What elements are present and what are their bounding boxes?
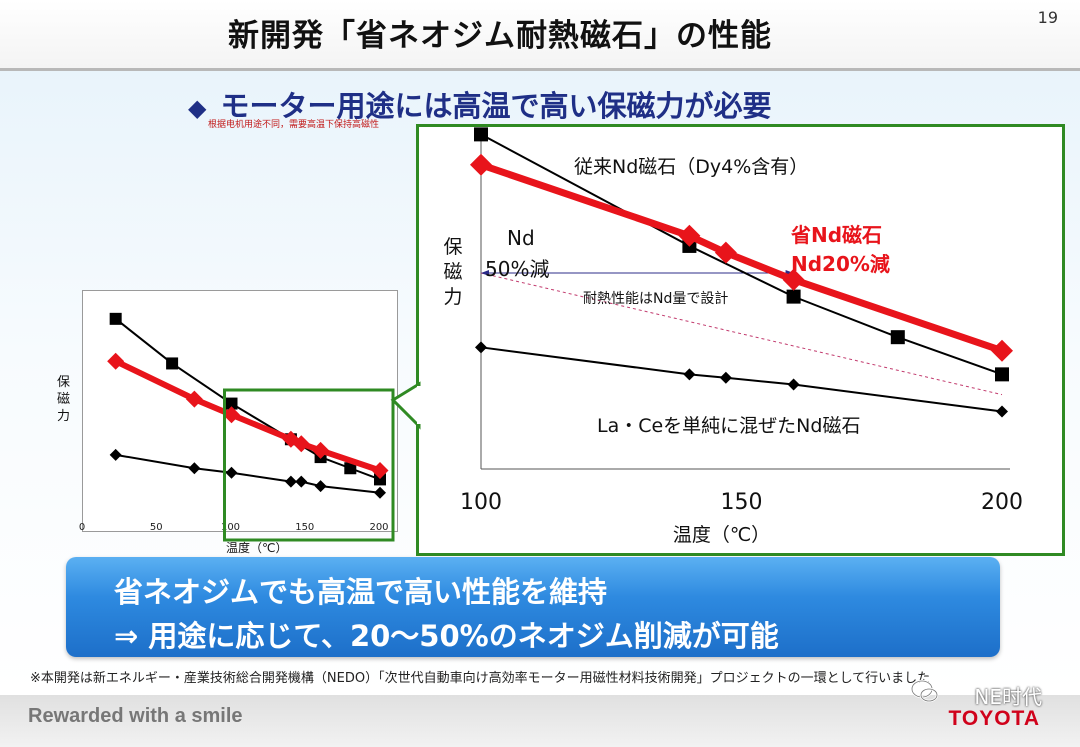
overview-point-lace <box>109 448 122 461</box>
wechat-icon <box>910 679 939 703</box>
detail-point-0 <box>474 127 488 142</box>
detail-line-2 <box>480 346 1003 413</box>
overview-point-lace <box>225 466 238 479</box>
overview-point-saving <box>107 352 125 370</box>
label-heat-design-note: 耐熱性能はNd量で設計 <box>583 291 728 307</box>
label-nd-50-percent-reduction: 50%減 <box>485 257 549 281</box>
overview-line-saving <box>114 358 381 474</box>
detail-point-1 <box>470 153 492 176</box>
label-saving-nd20: Nd20%減 <box>791 252 890 276</box>
detail-line-1 <box>479 161 1004 355</box>
detail-point-1 <box>782 268 805 291</box>
detail-point-0 <box>890 330 905 345</box>
detail-half-nd-guide <box>480 272 1003 396</box>
detail-chart: 100 150 200 温度（℃） 保磁力 従来Nd磁石（Dy4%含有） Nd 50%減耐熱性… <box>443 127 1023 546</box>
footer-bar <box>0 695 1080 747</box>
detail-y-axis-label: 保 <box>443 236 462 258</box>
detail-point-2 <box>475 341 487 354</box>
detail-point-2 <box>719 371 732 384</box>
detail-point-1 <box>714 241 737 264</box>
detail-x-tick-label: 100 <box>460 490 502 515</box>
conclusion-banner: 省ネオジムでも高温で高い性能を維持 ⇒ 用途に応じて、20～50%のネオジム削減… <box>66 557 1000 657</box>
detail-x-tick-label: 150 <box>721 490 763 515</box>
label-saving-magnet: 省Nd磁石 <box>790 223 882 247</box>
banner-line-2: ⇒ 用途に応じて、20～50%のネオジム削減が可能 <box>114 619 779 653</box>
overview-x-tick-label: 0 <box>78 522 86 533</box>
detail-point-0 <box>786 289 801 304</box>
overview-point-lace <box>188 462 201 475</box>
overview-point-lace <box>295 475 308 488</box>
slide-title: 新開発「省ネオジム耐熱磁石」の性能 <box>228 18 772 54</box>
detail-chart-panel: 100 150 200 温度（℃） 保磁力 従来Nd磁石（Dy4%含有） Nd 50%減耐熱性… <box>416 124 1065 556</box>
overview-x-tick-label: 50 <box>149 522 163 533</box>
overview-chart <box>107 312 389 499</box>
subheading: ◆ モーター用途には高温で高い保磁力が必要 <box>188 83 771 125</box>
page-number: 19 <box>1037 8 1058 27</box>
overview-point-lace <box>284 475 297 488</box>
detail-point-2 <box>996 405 1008 418</box>
chinese-note: 根据电机用途不同，需要高温下保持高磁性 <box>208 120 380 130</box>
overview-point-lace <box>374 486 386 499</box>
overview-chart-panel <box>82 290 398 532</box>
detail-point-1 <box>678 224 701 247</box>
diamond-bullet-icon: ◆ <box>188 94 207 122</box>
detail-series-1 <box>470 153 1013 362</box>
label-nd: Nd <box>507 226 535 250</box>
overview-y-axis-label: 保磁力 <box>57 375 71 424</box>
overview-x-tick-label: 100 <box>220 522 241 533</box>
banner-line-1: 省ネオジムでも高温で高い性能を維持 <box>114 575 608 609</box>
detail-point-0 <box>995 367 1009 382</box>
overview-point-lace <box>314 480 327 493</box>
detail-point-1 <box>991 339 1013 362</box>
overview-x-axis-label: 温度（℃） <box>226 541 288 555</box>
footnote: ※本開発は新エネルギー・産業技術総合開発機構（NEDO）「次世代自動車向け高効率… <box>30 671 931 686</box>
overview-point-conventional <box>166 357 179 370</box>
detail-series-2 <box>475 341 1008 418</box>
label-conventional-magnet: 従来Nd磁石（Dy4%含有） <box>574 156 808 178</box>
detail-point-2 <box>787 378 800 391</box>
detail-point-2 <box>683 368 696 381</box>
detail-y-axis-label: 力 <box>443 286 462 308</box>
overview-x-tick-label: 150 <box>295 522 315 533</box>
overview-line-lace <box>115 453 381 494</box>
label-la-ce-magnet: La・Ceを単純に混ぜたNd磁石 <box>597 415 860 437</box>
detail-x-axis-label: 温度（℃） <box>673 524 770 546</box>
overview-point-conventional <box>109 312 122 325</box>
footer-tagline: Rewarded with a smile <box>28 705 243 727</box>
arrow-left-head-icon <box>481 269 489 276</box>
detail-y-axis-label: 磁 <box>443 261 462 283</box>
subheading-text: モーター用途には高温で高い保磁力が必要 <box>220 89 772 123</box>
detail-x-tick-label: 200 <box>981 490 1023 515</box>
overview-x-tick-label: 200 <box>369 522 389 533</box>
toyota-logo: TOYOTA <box>948 707 1040 730</box>
overview-point-saving <box>185 390 203 408</box>
wechat-watermark: NE时代 <box>974 685 1042 709</box>
header-bar: 新開発「省ネオジム耐熱磁石」の性能 19 <box>0 0 1080 71</box>
